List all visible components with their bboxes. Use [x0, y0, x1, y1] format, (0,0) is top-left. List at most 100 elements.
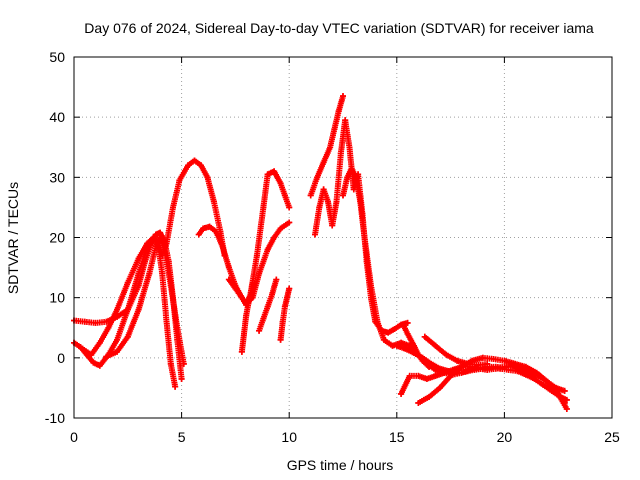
data-point: [206, 223, 213, 230]
data-point: [514, 368, 521, 375]
data-point: [458, 363, 465, 370]
data-point: [426, 393, 433, 400]
x-tick-label: 15: [389, 429, 405, 445]
data-point: [475, 362, 482, 369]
data-point: [488, 365, 495, 372]
data-markers: [277, 285, 293, 343]
y-tick-label: 40: [49, 109, 65, 125]
data-point: [281, 192, 288, 199]
data-point: [169, 204, 176, 211]
data-point: [277, 336, 284, 343]
data-point: [404, 330, 411, 337]
data-markers: [415, 354, 570, 412]
data-point: [352, 174, 359, 181]
data-point: [462, 368, 469, 375]
y-tick-label: -10: [45, 410, 65, 426]
chart-title: Day 076 of 2024, Sidereal Day-to-day VTE…: [84, 20, 594, 36]
data-markers: [238, 279, 256, 355]
data-point: [436, 365, 443, 372]
y-tick-label: 20: [49, 230, 65, 246]
data-point: [484, 360, 491, 367]
data-point: [374, 318, 381, 325]
data-point: [419, 357, 426, 364]
data-point: [264, 171, 271, 178]
data-point: [279, 318, 286, 325]
data-point: [432, 342, 439, 349]
data-point: [114, 348, 121, 355]
data-point: [114, 336, 121, 343]
data-point: [398, 339, 405, 346]
data-point: [225, 276, 232, 283]
data-point: [327, 144, 334, 151]
data-point: [114, 306, 121, 313]
data-point: [415, 399, 422, 406]
data-point: [501, 357, 508, 364]
data-point: [167, 282, 174, 289]
data-point: [497, 365, 504, 372]
data-point: [219, 243, 226, 250]
tick-layer: 0 5 10 15 20 25 -10 0 10 20 30 40 50: [45, 49, 620, 445]
data-point: [344, 174, 351, 181]
data-point: [563, 396, 570, 403]
data-point: [398, 390, 405, 397]
data-point: [357, 198, 364, 205]
data-point: [522, 371, 529, 378]
data-point: [277, 225, 284, 232]
data-point: [167, 360, 174, 367]
data-point: [346, 144, 353, 151]
series-arc7: [238, 279, 256, 355]
x-tick-label: 10: [281, 429, 297, 445]
data-point: [340, 93, 346, 100]
data-point: [342, 117, 349, 124]
data-point: [471, 366, 478, 373]
data-point: [135, 255, 142, 262]
x-tick-label: 20: [497, 429, 513, 445]
data-point: [174, 324, 181, 331]
data-point: [256, 270, 263, 277]
data-point: [380, 336, 387, 343]
data-point: [490, 356, 497, 363]
data-point: [512, 360, 519, 367]
data-point: [249, 279, 256, 286]
series-arc14: [393, 342, 570, 403]
data-point: [260, 315, 267, 322]
data-point: [320, 159, 327, 166]
data-point: [195, 231, 202, 238]
data-point: [286, 219, 293, 226]
data-point: [124, 306, 131, 313]
series-arc9: [277, 285, 293, 343]
data-point: [238, 294, 245, 301]
data-point: [402, 345, 409, 352]
data-point: [563, 405, 570, 412]
series-arc17: [400, 321, 433, 370]
series-arc16: [421, 333, 491, 369]
data-point: [264, 246, 271, 253]
series-arc11: [307, 93, 346, 199]
data-point: [150, 234, 157, 241]
series-arc8: [256, 276, 280, 334]
data-point: [152, 243, 159, 250]
data-point: [391, 325, 398, 332]
data-point: [200, 225, 207, 232]
data-point: [247, 291, 254, 298]
data-point: [277, 180, 284, 187]
data-layer: [71, 93, 570, 412]
data-point: [531, 375, 538, 382]
data-point: [232, 285, 239, 292]
data-point: [329, 222, 336, 229]
data-point: [103, 353, 110, 360]
data-point: [436, 384, 443, 391]
data-point: [411, 342, 418, 349]
data-point: [135, 270, 142, 277]
data-point: [404, 319, 411, 326]
data-point: [555, 390, 562, 397]
data-point: [331, 126, 338, 133]
data-point: [157, 234, 164, 241]
data-point: [245, 300, 252, 307]
data-point: [522, 363, 529, 370]
data-point: [273, 276, 280, 283]
data-point: [146, 270, 153, 277]
data-point: [253, 252, 260, 259]
data-point: [96, 362, 103, 369]
data-point: [561, 387, 568, 394]
